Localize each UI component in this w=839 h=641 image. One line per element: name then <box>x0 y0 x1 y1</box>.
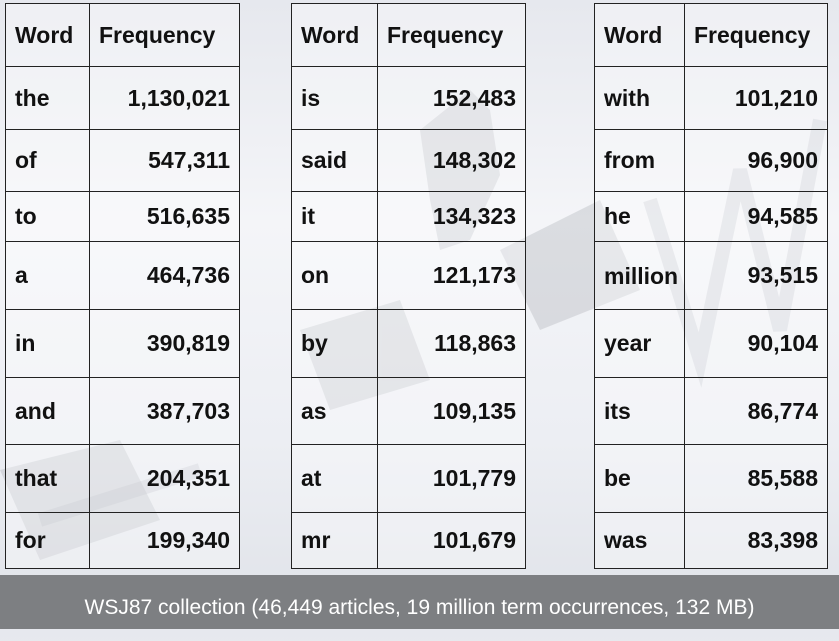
frequency-cell: 152,483 <box>377 66 526 130</box>
word-cell: for <box>5 512 90 569</box>
frequency-cell: 516,635 <box>89 191 240 242</box>
frequency-cell: 94,585 <box>684 191 828 242</box>
frequency-table-2: Word Frequency is 152,483 said 148,302 it 1… <box>291 3 526 569</box>
column-header-word: Word <box>291 3 378 67</box>
table-row: was 83,398 <box>594 512 828 569</box>
column-header-word: Word <box>5 3 90 67</box>
frequency-cell: 101,210 <box>684 66 828 130</box>
table-row: is 152,483 <box>291 66 526 130</box>
frequency-cell: 101,779 <box>377 444 526 513</box>
frequency-cell: 118,863 <box>377 309 526 378</box>
table-header-row: Word Frequency <box>5 3 240 67</box>
word-cell: its <box>594 377 685 445</box>
table-header-row: Word Frequency <box>594 3 828 67</box>
word-cell: year <box>594 309 685 378</box>
table-row: of 547,311 <box>5 129 240 192</box>
frequency-cell: 464,736 <box>89 241 240 310</box>
frequency-cell: 86,774 <box>684 377 828 445</box>
table-row: he 94,585 <box>594 191 828 242</box>
frequency-cell: 547,311 <box>89 129 240 192</box>
table-row: for 199,340 <box>5 512 240 569</box>
word-cell: he <box>594 191 685 242</box>
table-row: with 101,210 <box>594 66 828 130</box>
word-cell: that <box>5 444 90 513</box>
table-row: its 86,774 <box>594 377 828 445</box>
table-row: the 1,130,021 <box>5 66 240 130</box>
collection-caption: WSJ87 collection (46,449 articles, 19 mi… <box>0 575 839 629</box>
frequency-cell: 85,588 <box>684 444 828 513</box>
word-cell: by <box>291 309 378 378</box>
frequency-cell: 148,302 <box>377 129 526 192</box>
column-header-frequency: Frequency <box>89 3 240 67</box>
word-cell: and <box>5 377 90 445</box>
word-cell: on <box>291 241 378 310</box>
table-row: million 93,515 <box>594 241 828 310</box>
table-row: mr 101,679 <box>291 512 526 569</box>
word-cell: with <box>594 66 685 130</box>
frequency-cell: 390,819 <box>89 309 240 378</box>
table-row: a 464,736 <box>5 241 240 310</box>
word-cell: to <box>5 191 90 242</box>
word-cell: million <box>594 241 685 310</box>
frequency-cell: 83,398 <box>684 512 828 569</box>
frequency-cell: 93,515 <box>684 241 828 310</box>
word-cell: is <box>291 66 378 130</box>
table-row: and 387,703 <box>5 377 240 445</box>
frequency-cell: 387,703 <box>89 377 240 445</box>
column-header-word: Word <box>594 3 685 67</box>
frequency-cell: 1,130,021 <box>89 66 240 130</box>
word-cell: of <box>5 129 90 192</box>
frequency-cell: 109,135 <box>377 377 526 445</box>
table-row: year 90,104 <box>594 309 828 378</box>
word-cell: in <box>5 309 90 378</box>
frequency-cell: 101,679 <box>377 512 526 569</box>
word-cell: was <box>594 512 685 569</box>
column-header-frequency: Frequency <box>377 3 526 67</box>
frequency-cell: 121,173 <box>377 241 526 310</box>
word-cell: from <box>594 129 685 192</box>
table-row: on 121,173 <box>291 241 526 310</box>
frequency-table-1: Word Frequency the 1,130,021 of 547,311 to… <box>5 3 240 569</box>
table-row: it 134,323 <box>291 191 526 242</box>
table-row: to 516,635 <box>5 191 240 242</box>
table-row: as 109,135 <box>291 377 526 445</box>
table-row: in 390,819 <box>5 309 240 378</box>
frequency-cell: 90,104 <box>684 309 828 378</box>
frequency-cell: 134,323 <box>377 191 526 242</box>
word-cell: be <box>594 444 685 513</box>
word-cell: said <box>291 129 378 192</box>
column-header-frequency: Frequency <box>684 3 828 67</box>
frequency-cell: 204,351 <box>89 444 240 513</box>
word-cell: at <box>291 444 378 513</box>
word-cell: it <box>291 191 378 242</box>
table-row: from 96,900 <box>594 129 828 192</box>
frequency-cell: 96,900 <box>684 129 828 192</box>
table-row: be 85,588 <box>594 444 828 513</box>
table-header-row: Word Frequency <box>291 3 526 67</box>
table-row: that 204,351 <box>5 444 240 513</box>
word-cell: mr <box>291 512 378 569</box>
word-cell: the <box>5 66 90 130</box>
word-cell: as <box>291 377 378 445</box>
table-row: at 101,779 <box>291 444 526 513</box>
frequency-table-3: Word Frequency with 101,210 from 96,900 he… <box>594 3 828 569</box>
frequency-cell: 199,340 <box>89 512 240 569</box>
table-row: said 148,302 <box>291 129 526 192</box>
table-row: by 118,863 <box>291 309 526 378</box>
word-cell: a <box>5 241 90 310</box>
